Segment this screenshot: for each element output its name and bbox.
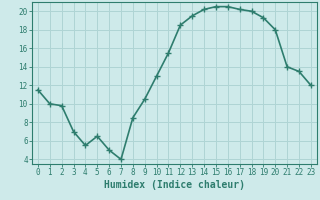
X-axis label: Humidex (Indice chaleur): Humidex (Indice chaleur) — [104, 180, 245, 190]
